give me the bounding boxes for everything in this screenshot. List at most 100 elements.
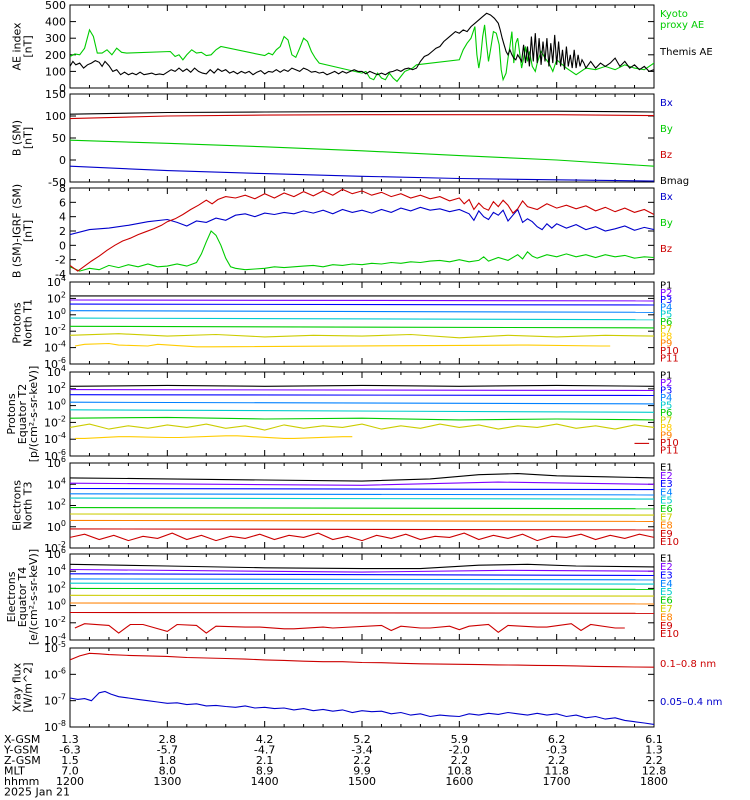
panel-5-ylabel-line-0: Electrons bbox=[11, 480, 24, 531]
panel-2-series-by bbox=[70, 230, 654, 272]
panel-0-series-themis-ae bbox=[70, 12, 654, 76]
panel-4-legend-p5: P5 bbox=[660, 401, 672, 412]
panel-7-ytick-label-1: 10-6 bbox=[44, 666, 66, 681]
panel-2-ytick-label-5: 6 bbox=[59, 196, 66, 209]
panel-2-ytick-label-2: 0 bbox=[59, 239, 66, 252]
panel-1-legend-by: By bbox=[660, 124, 673, 135]
panel-5-series-e7 bbox=[70, 513, 654, 516]
orbit-value-y-gsm-6: 1.3 bbox=[645, 744, 663, 757]
panel-5-legend-e1: E1 bbox=[660, 462, 673, 473]
panel-7-frame bbox=[69, 647, 655, 728]
panel-4-legend-p2: P2 bbox=[660, 378, 672, 389]
panel-0-legend-kyoto-proxy-ae: Kyoto bbox=[660, 9, 688, 20]
panel-5-ytick-label-2: 102 bbox=[47, 498, 66, 513]
panel-4-series-p3 bbox=[70, 394, 654, 397]
panel-7-series-0-1-0-8-nm bbox=[70, 652, 654, 668]
panel-3-series-p2 bbox=[70, 299, 654, 302]
orbit-value-x-gsm-1: 2.8 bbox=[159, 733, 177, 746]
panel-4-ylabel-line-1: Equator T2 bbox=[16, 384, 29, 444]
panel-2-ylabel-line-1: [nT] bbox=[22, 220, 35, 242]
panel-4-ytick-label-4: 10-4 bbox=[44, 431, 66, 446]
orbit-value-z-gsm-1: 1.8 bbox=[159, 754, 177, 767]
panel-5-legend-e4: E4 bbox=[660, 487, 673, 498]
panel-4-ytick-label-0: 104 bbox=[47, 364, 66, 379]
panel-6-ylabel-line-2: [e/(cm²-s-sr-keV)] bbox=[27, 549, 40, 645]
panel-5-ytick-label-1: 104 bbox=[47, 476, 66, 491]
orbit-value-z-gsm-5: 2.2 bbox=[548, 754, 566, 767]
panel-0-ytick-label-2: 200 bbox=[45, 49, 66, 62]
panel-6-legend-e4: E4 bbox=[660, 579, 673, 590]
orbit-value-hhmm-3: 1500 bbox=[348, 775, 376, 788]
orbit-value-z-gsm-6: 2.2 bbox=[645, 754, 663, 767]
panel-3-ytick-label-1: 102 bbox=[47, 290, 66, 305]
panel-4-legend-p9: P9 bbox=[660, 430, 672, 441]
panel-2-frame bbox=[69, 187, 655, 275]
orbit-value-hhmm-4: 1600 bbox=[445, 775, 473, 788]
panel-5-legend-e3: E3 bbox=[660, 479, 673, 490]
orbit-value-y-gsm-0: -6.3 bbox=[59, 744, 80, 757]
panel-6-ylabel-line-1: Equator T4 bbox=[16, 567, 29, 627]
panel-6-legend-e3: E3 bbox=[660, 570, 673, 581]
orbit-value-x-gsm-2: 4.2 bbox=[256, 733, 274, 746]
panel-4-ylabel-line-0: Protons bbox=[5, 393, 18, 434]
panel-7-ytick-label-0: 10-5 bbox=[44, 640, 66, 655]
panel-3-frame bbox=[69, 281, 655, 365]
panel-6-ylabel-line-0: Electrons bbox=[5, 571, 18, 622]
panel-7: 10-5 10-6 10-7 10-8 Xray flux[W/m^2] 0.1–0.8 … bbox=[11, 640, 723, 734]
panel-4-legend-p11: P11 bbox=[660, 445, 679, 456]
panel-6-legend-e10: E10 bbox=[660, 629, 679, 640]
panel-1-series-bz bbox=[70, 114, 654, 120]
panel-0-ytick-label-0: 0 bbox=[59, 82, 66, 95]
panel-5-series-e1 bbox=[70, 473, 654, 482]
panel-1-series-bx bbox=[70, 165, 654, 182]
panel-0-plot-area bbox=[70, 12, 654, 83]
panel-4-legend-p1: P1 bbox=[660, 371, 672, 382]
panel-7-legend-0-05-0-4-nm: 0.05–0.4 nm bbox=[660, 697, 722, 708]
panel-5-series-e9 bbox=[70, 528, 654, 531]
panel-6-ytick-label-1: 104 bbox=[47, 563, 66, 578]
panel-5-series-e3 bbox=[70, 487, 654, 491]
panel-4-series-p4 bbox=[70, 401, 654, 405]
panel-1-ytick-label-3: 100 bbox=[45, 110, 66, 123]
orbit-value-y-gsm-3: -3.4 bbox=[351, 744, 372, 757]
panel-3-series-p8 bbox=[74, 342, 611, 348]
orbit-value-z-gsm-3: 2.2 bbox=[353, 754, 371, 767]
panel-2-plot-area bbox=[70, 188, 654, 272]
orbit-value-hhmm-1: 1300 bbox=[153, 775, 181, 788]
panel-4-series-p1 bbox=[70, 384, 654, 387]
panel-1-ytick-label-4: 150 bbox=[45, 88, 66, 101]
panel-3-legend-p4: P4 bbox=[660, 302, 672, 313]
panel-3-legend-p10: P10 bbox=[660, 346, 679, 357]
panel-5-legend-e2: E2 bbox=[660, 471, 673, 482]
orbit-value-z-gsm-0: 1.5 bbox=[61, 754, 79, 767]
panel-2-ytick-label-0: -4 bbox=[55, 268, 66, 281]
panel-4-legend-p7: P7 bbox=[660, 415, 672, 426]
panel-3-ytick-label-2: 100 bbox=[47, 307, 66, 322]
panel-6-series-e3 bbox=[70, 573, 654, 577]
panel-3-legend-p8: P8 bbox=[660, 331, 672, 342]
panel-6-ytick-label-3: 100 bbox=[47, 598, 66, 613]
panel-1-frame bbox=[69, 93, 655, 183]
panel-2-series-bz bbox=[70, 188, 654, 272]
orbit-row-label-z-gsm: Z-GSM bbox=[4, 754, 41, 767]
panel-6-legend-e2: E2 bbox=[660, 562, 673, 573]
panel-1-plot-area bbox=[70, 110, 654, 182]
panel-3-legend-p3: P3 bbox=[660, 295, 672, 306]
panel-5-legend-e10: E10 bbox=[660, 537, 679, 548]
orbit-value-x-gsm-5: 6.2 bbox=[548, 733, 566, 746]
panel-6-series-e1 bbox=[70, 563, 654, 570]
orbit-value-x-gsm-6: 6.1 bbox=[645, 733, 663, 746]
panel-5-series-e8 bbox=[70, 519, 654, 522]
panel-1-ytick-label-2: 50 bbox=[52, 132, 66, 145]
orbit-value-z-gsm-2: 2.1 bbox=[256, 754, 274, 767]
orbit-value-y-gsm-5: -0.3 bbox=[546, 744, 567, 757]
orbit-value-mlt-5: 11.8 bbox=[544, 765, 569, 778]
panel-2-ylabel-line-0: B (SM)-IGRF (SM) bbox=[11, 184, 24, 278]
panel-6-series-e8 bbox=[70, 602, 654, 605]
panel-6-legend-e9: E9 bbox=[660, 621, 673, 632]
orbit-value-mlt-0: 7.0 bbox=[61, 765, 79, 778]
panel-4-legend-p8: P8 bbox=[660, 423, 672, 434]
panel-2-ytick-label-1: -2 bbox=[55, 254, 66, 267]
panel-3-series-p5 bbox=[70, 317, 654, 321]
